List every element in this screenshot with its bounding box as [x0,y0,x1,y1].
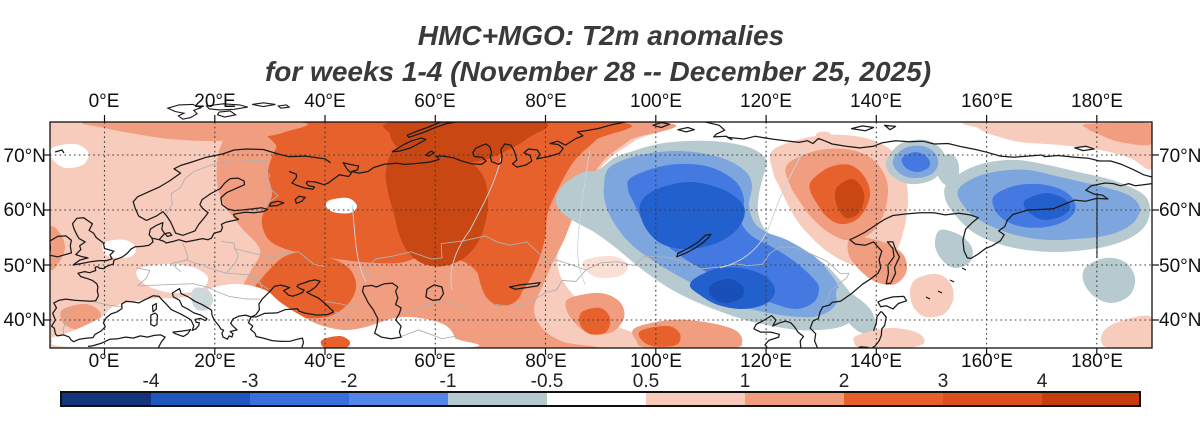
svg-text:120°E: 120°E [740,91,792,112]
svg-text:for weeks 1-4 (November 28 --: for weeks 1-4 (November 28 -- December 2… [265,56,931,87]
svg-text:20°E: 20°E [194,351,235,372]
svg-text:0°E: 0°E [89,91,120,112]
svg-text:70°N: 70°N [4,146,46,167]
svg-text:-0.5: -0.5 [531,371,564,392]
svg-text:40°E: 40°E [304,351,345,372]
svg-text:80°E: 80°E [525,351,566,372]
svg-text:40°E: 40°E [304,91,345,112]
svg-text:40°N: 40°N [4,310,46,331]
svg-text:80°E: 80°E [525,91,566,112]
svg-text:-1: -1 [440,371,457,392]
svg-text:HMC+MGO: T2m anomalies: HMC+MGO: T2m anomalies [418,20,784,51]
svg-text:70°N: 70°N [1159,146,1200,167]
svg-text:1: 1 [740,371,751,392]
svg-text:-2: -2 [341,371,358,392]
svg-text:3: 3 [938,371,949,392]
svg-text:160°E: 160°E [961,351,1013,372]
svg-text:-4: -4 [143,371,160,392]
svg-text:40°N: 40°N [1159,310,1200,331]
svg-text:0.5: 0.5 [633,371,659,392]
svg-text:2: 2 [839,371,850,392]
svg-text:180°E: 180°E [1071,351,1123,372]
svg-text:180°E: 180°E [1071,91,1123,112]
svg-text:60°E: 60°E [414,351,455,372]
svg-text:4: 4 [1037,371,1048,392]
svg-text:50°N: 50°N [4,256,46,277]
svg-text:140°E: 140°E [850,91,902,112]
svg-text:160°E: 160°E [961,91,1013,112]
svg-text:100°E: 100°E [630,351,682,372]
svg-text:-3: -3 [242,371,259,392]
svg-text:120°E: 120°E [740,351,792,372]
svg-text:50°N: 50°N [1159,256,1200,277]
svg-text:20°E: 20°E [194,91,235,112]
svg-text:0°E: 0°E [89,351,120,372]
svg-text:140°E: 140°E [850,351,902,372]
svg-text:100°E: 100°E [630,91,682,112]
svg-text:60°N: 60°N [4,200,46,221]
svg-text:60°N: 60°N [1159,200,1200,221]
svg-text:60°E: 60°E [414,91,455,112]
